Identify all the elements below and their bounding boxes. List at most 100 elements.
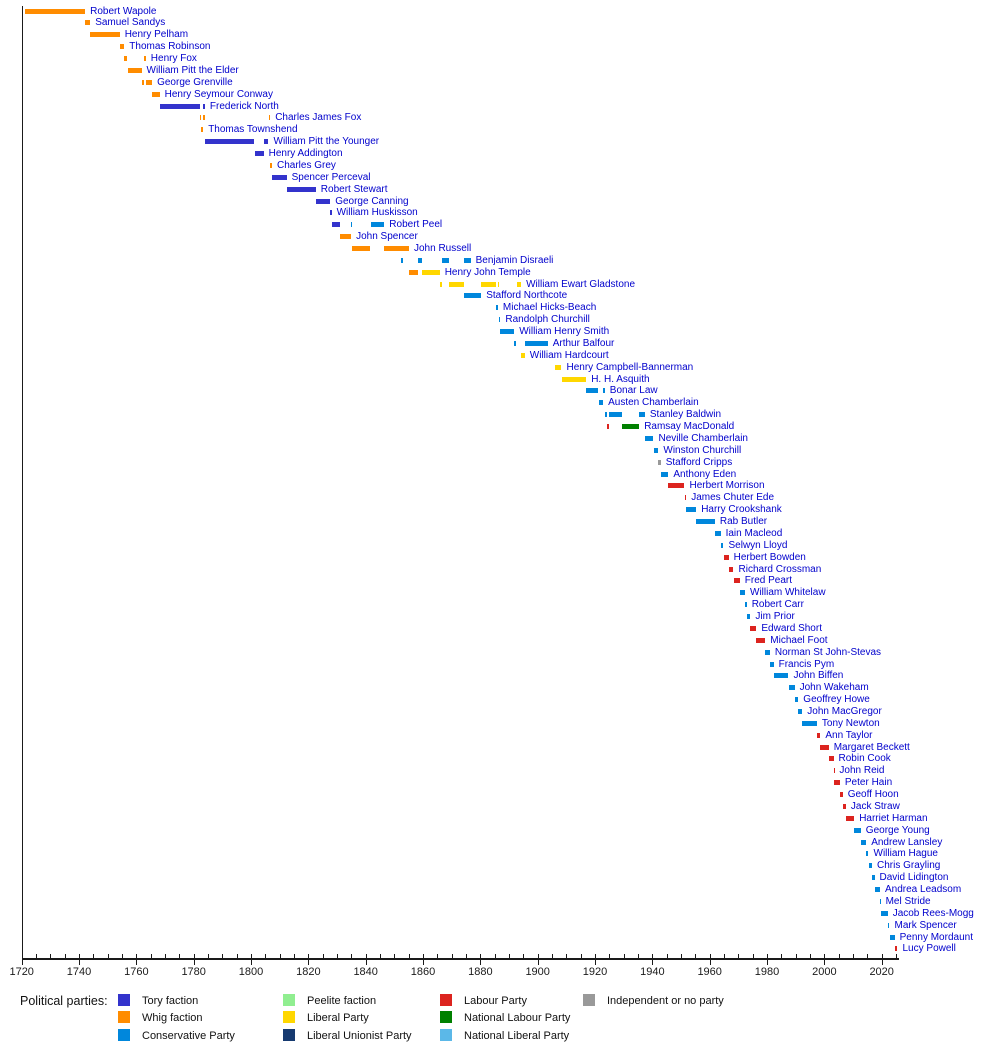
- person-name-link[interactable]: Frederick North: [209, 100, 279, 112]
- person-name-link[interactable]: Samuel Sandys: [95, 17, 166, 29]
- person-name-link[interactable]: Spencer Perceval: [291, 171, 371, 183]
- person-name-link[interactable]: Charles James Fox: [275, 112, 362, 124]
- tenure-bar: [119, 44, 125, 50]
- person-name-link[interactable]: Robin Cook: [838, 753, 891, 765]
- person-name-link[interactable]: Harry Crookshank: [701, 504, 782, 516]
- person-name-link[interactable]: Selwyn Lloyd: [728, 539, 788, 551]
- person-name-link[interactable]: Penny Mordaunt: [899, 931, 973, 943]
- person-name-link[interactable]: Herbert Morrison: [689, 480, 765, 492]
- person-name-link[interactable]: John Russell: [414, 242, 472, 254]
- axis-tick-label: 1880: [468, 966, 493, 978]
- person-name-link[interactable]: Robert Stewart: [320, 183, 388, 195]
- person-name-link[interactable]: Robert Peel: [389, 219, 443, 231]
- person-name-link[interactable]: John Wakeham: [799, 682, 869, 694]
- person-name-link[interactable]: James Chuter Ede: [691, 492, 775, 504]
- tenure-bar: [521, 352, 525, 358]
- person-name-link[interactable]: Henry John Temple: [444, 266, 531, 278]
- person-name-link[interactable]: Mark Spencer: [894, 919, 957, 931]
- axis-tick-label: 1840: [353, 966, 378, 978]
- person-name-link[interactable]: Stafford Northcote: [486, 290, 568, 302]
- person-name-link[interactable]: William Huskisson: [336, 207, 418, 219]
- tenure-bar: [750, 625, 757, 631]
- person-name-link[interactable]: Henry Addington: [268, 148, 343, 159]
- tenure-bar: [658, 459, 661, 465]
- person-name-link[interactable]: Rab Butler: [719, 516, 768, 527]
- person-name-link[interactable]: Henry Pelham: [124, 29, 189, 41]
- person-name-link[interactable]: Francis Pym: [778, 658, 835, 670]
- person-name-link[interactable]: Ramsay MacDonald: [644, 421, 735, 432]
- person-name-link[interactable]: Andrew Lansley: [871, 836, 943, 848]
- person-name-link[interactable]: George Young: [865, 824, 930, 836]
- person-name-link[interactable]: Chris Grayling: [877, 860, 941, 872]
- person-name-link[interactable]: Benjamin Disraeli: [475, 254, 554, 266]
- person-name-link[interactable]: Fred Peart: [744, 575, 793, 587]
- person-name-link[interactable]: Henry Campbell-Bannerman: [566, 361, 694, 373]
- person-name-link[interactable]: William Ewart Gladstone: [526, 278, 636, 290]
- person-name-link[interactable]: Robert Carr: [751, 599, 804, 611]
- tenure-bar: [330, 210, 332, 216]
- person-name-link[interactable]: Edward Short: [761, 622, 822, 634]
- person-name-link[interactable]: Henry Fox: [150, 53, 197, 64]
- person-name-link[interactable]: Lucy Powell: [902, 943, 956, 955]
- person-name-link[interactable]: Robert Wapole: [90, 5, 157, 17]
- person-name-link[interactable]: Stafford Cripps: [665, 456, 733, 468]
- person-name-link[interactable]: Bonar Law: [609, 385, 658, 397]
- person-name-link[interactable]: Ann Taylor: [825, 729, 873, 741]
- person-name-link[interactable]: Thomas Townshend: [208, 124, 298, 136]
- person-name-link[interactable]: Jim Prior: [755, 611, 795, 622]
- person-name-link[interactable]: William Henry Smith: [519, 326, 610, 337]
- axis-minor-tick: [853, 954, 854, 958]
- person-name-link[interactable]: Norman St John-Stevas: [774, 646, 882, 658]
- person-name-link[interactable]: Richard Crossman: [738, 563, 822, 575]
- person-name-link[interactable]: Arthur Balfour: [552, 337, 615, 349]
- legend-label: Conservative Party: [142, 1029, 235, 1042]
- person-name-link[interactable]: Randolph Churchill: [505, 314, 590, 326]
- person-name-link[interactable]: Charles Grey: [277, 159, 336, 171]
- person-name-link[interactable]: David Lidington: [879, 872, 949, 884]
- axis-minor-tick: [724, 954, 725, 958]
- person-name-link[interactable]: William Pitt the Younger: [273, 136, 380, 148]
- person-name-link[interactable]: John MacGregor: [807, 705, 882, 717]
- person-name-link[interactable]: Jack Straw: [850, 800, 900, 812]
- person-name-link[interactable]: Neville Chamberlain: [658, 432, 748, 444]
- tenure-bar: [756, 637, 766, 643]
- person-name-link[interactable]: Stanley Baldwin: [649, 409, 722, 421]
- person-name-link[interactable]: Michael Foot: [770, 634, 828, 646]
- person-name-link[interactable]: John Biffen: [793, 670, 844, 682]
- tenure-bar: [331, 222, 340, 228]
- legend-swatch: [440, 1028, 452, 1041]
- person-name-link[interactable]: George Canning: [335, 195, 409, 207]
- person-name-link[interactable]: Geoffrey Howe: [803, 694, 870, 706]
- person-name-link[interactable]: Henry Seymour Conway: [164, 88, 273, 100]
- person-name-link[interactable]: William Hardcourt: [529, 349, 609, 361]
- person-name-link[interactable]: William Pitt the Elder: [146, 64, 239, 76]
- person-name-link[interactable]: Herbert Bowden: [733, 551, 806, 563]
- person-name-link[interactable]: Iain Macleod: [725, 527, 783, 539]
- person-name-link[interactable]: Winston Churchill: [663, 444, 742, 456]
- person-name-link[interactable]: H. H. Asquith: [591, 373, 650, 385]
- person-name-link[interactable]: William Hague: [873, 848, 938, 860]
- legend-label: Labour Party: [464, 995, 527, 1007]
- person-name-link[interactable]: Thomas Robinson: [129, 41, 211, 53]
- person-name-link[interactable]: Peter Hain: [844, 777, 893, 789]
- person-name-link[interactable]: Anthony Eden: [673, 468, 737, 480]
- person-name-link[interactable]: Andrea Leadsom: [885, 884, 962, 895]
- person-name-link[interactable]: William Whitelaw: [750, 587, 826, 599]
- person-name-link[interactable]: Margaret Beckett: [833, 741, 910, 753]
- person-name-link[interactable]: Michael Hicks-Beach: [502, 302, 597, 314]
- person-name-link[interactable]: George Grenville: [157, 76, 233, 88]
- axis-minor-tick: [566, 954, 568, 958]
- axis-tick-label: 1940: [640, 966, 665, 978]
- person-name-link[interactable]: Jacob Rees-Mogg: [892, 907, 974, 919]
- person-name-link[interactable]: Geoff Hoon: [847, 789, 899, 801]
- person-name-link[interactable]: Mel Stride: [885, 895, 931, 907]
- tenure-bar: [872, 875, 875, 881]
- person-name-link[interactable]: Austen Chamberlain: [608, 397, 699, 409]
- person-name-link[interactable]: John Spencer: [356, 231, 418, 243]
- person-name-link[interactable]: John Reid: [839, 765, 885, 777]
- axis-minor-tick: [623, 954, 625, 958]
- person-name-link[interactable]: Tony Newton: [821, 717, 880, 729]
- tenure-bar: [352, 245, 371, 251]
- person-name-link[interactable]: Harriet Harman: [859, 812, 928, 824]
